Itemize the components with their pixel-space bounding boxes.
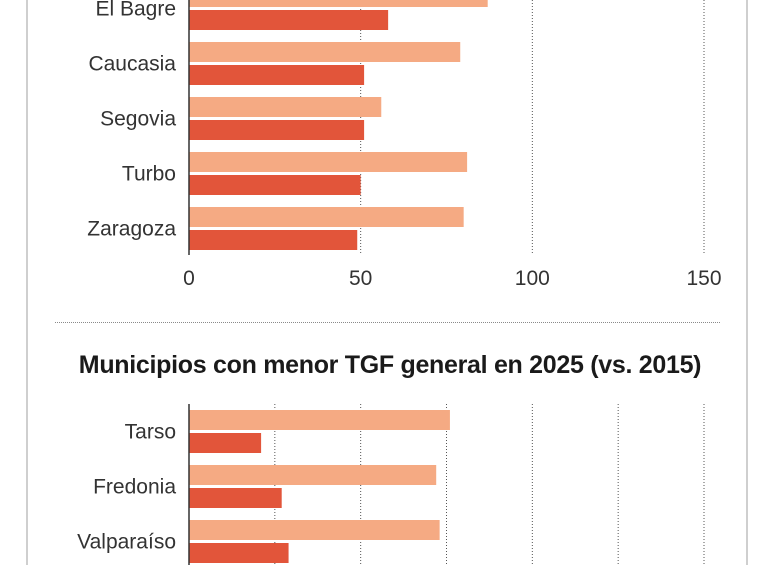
bottom-category-label: Valparaíso	[77, 531, 176, 554]
top-bar-2015	[189, 42, 461, 62]
bottom-bar-2025	[189, 433, 262, 453]
top-bar-2015	[189, 207, 464, 227]
top-category-label: El Bagre	[95, 0, 176, 21]
right-frame-line	[746, 0, 748, 565]
top-bar-2015	[189, 97, 382, 117]
top-bar-2025	[189, 230, 358, 250]
top-category-label: Zaragoza	[87, 218, 176, 241]
top-category-label: Caucasia	[88, 53, 176, 76]
top-bar-2015	[189, 152, 468, 172]
left-frame-line	[26, 0, 28, 565]
bottom-bar-2015	[189, 410, 450, 430]
bottom-bar-2015	[189, 465, 437, 485]
top-bar-2025	[189, 65, 365, 85]
section-divider	[55, 322, 720, 323]
top-category-label: Segovia	[100, 108, 176, 131]
bottom-category-label: Fredonia	[93, 476, 176, 499]
top-bar-2025	[189, 10, 389, 30]
top-bar-2025	[189, 120, 365, 140]
chart-top: El Bagre Caucasia Segovia Turbo Zaragoza 0 50 1…	[87, 0, 722, 290]
top-tick-label: 50	[349, 267, 372, 290]
top-category-label: Turbo	[122, 163, 176, 186]
chart-bottom-title: Municipios con menor TGF general en 2025…	[78, 351, 702, 379]
top-tick-label: 0	[183, 267, 195, 290]
bottom-category-label: Tarso	[125, 421, 176, 444]
bottom-bar-2025	[189, 543, 289, 563]
bottom-bar-2015	[189, 520, 440, 540]
bottom-bar-2025	[189, 488, 282, 508]
top-bar-2015	[189, 0, 488, 7]
top-bar-2025	[189, 175, 361, 195]
top-tick-label: 150	[686, 267, 721, 290]
top-tick-label: 100	[515, 267, 550, 290]
